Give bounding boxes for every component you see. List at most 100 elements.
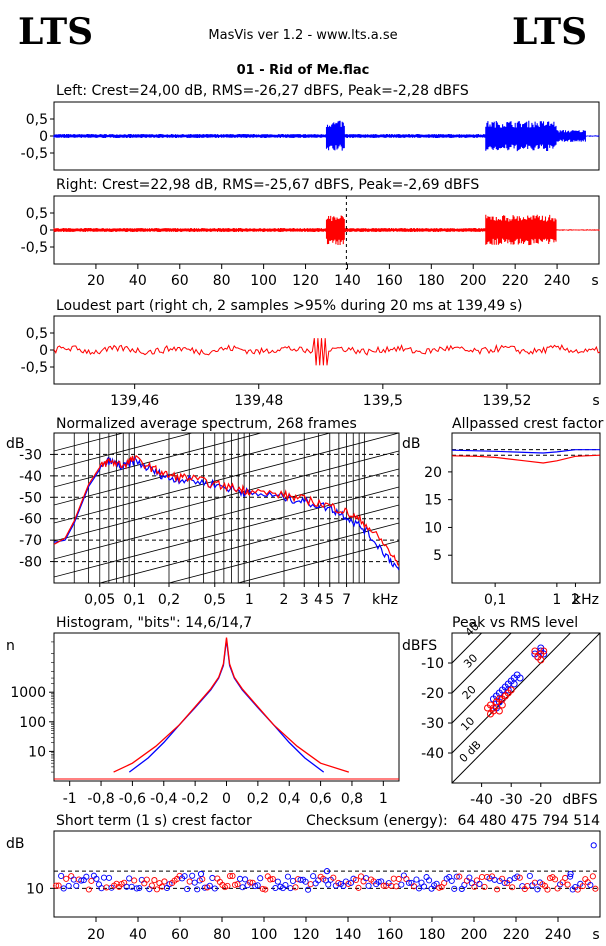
spectrum-slope-line — [98, 504, 399, 583]
short-crest-xtick-label: 220 — [503, 927, 530, 943]
short-crest-point — [400, 872, 407, 879]
right-waveform — [53, 214, 600, 246]
allpass-right-series — [451, 454, 601, 464]
short-crest-point — [292, 884, 299, 891]
short-crest-point — [269, 875, 276, 883]
spectrum-slope-line — [167, 522, 399, 583]
loudest-xtick-label: 139,52 — [482, 393, 531, 409]
peak-rms-diag-line — [452, 633, 483, 664]
short-crest-point — [161, 878, 168, 885]
short-crest-point — [93, 875, 100, 882]
peak-rms-right-point — [537, 656, 545, 664]
spectrum-ytick-label: -50 — [19, 490, 42, 506]
track-title: 01 - Rid of Me.flac — [237, 63, 370, 78]
short-crest-point — [151, 877, 158, 884]
short-crest-point — [393, 883, 400, 890]
short-crest-point — [153, 886, 160, 893]
short-crest-point — [378, 878, 385, 885]
short-crest-point — [133, 885, 140, 892]
logo-left: LTS — [18, 11, 93, 53]
peak-rms-left-point — [516, 674, 524, 682]
left-title: Left: Crest=24,00 dB, RMS=-26,27 dBFS, P… — [56, 83, 469, 99]
histogram-ytick-label: 10 — [28, 744, 46, 760]
histogram-ylabel: n — [6, 638, 15, 654]
right-xtick-label: 120 — [292, 273, 319, 289]
spectrum-xtick-label: 0,2 — [158, 592, 180, 608]
peak-rms-right-point — [501, 692, 509, 700]
short-crest-outlier — [567, 870, 574, 878]
short-crest-point — [58, 872, 65, 880]
histogram-xtick-label: -0,8 — [87, 791, 114, 807]
short-crest-point — [254, 882, 261, 889]
short-crest-point — [552, 876, 559, 883]
histogram-xtick-label: -0,4 — [150, 791, 177, 807]
short-crest-point — [136, 884, 143, 892]
short-crest-point — [239, 884, 246, 891]
short-crest-ylabel: dB — [6, 836, 25, 852]
loudest-xtick-label: 139,48 — [234, 393, 283, 409]
short-crest-point — [395, 875, 402, 883]
right-xtick-label: 100 — [250, 273, 277, 289]
allpass-ytick-label: 20 — [424, 465, 442, 481]
loudest-ytick-label: -0,5 — [21, 360, 48, 376]
short-crest-point — [526, 872, 533, 880]
left-waveform — [53, 120, 600, 152]
checksum-value: 64 480 475 794 514 — [457, 813, 600, 829]
short-crest-ytick-label: 10 — [26, 881, 44, 897]
short-crest-point — [310, 873, 317, 880]
peak-rms-left-point — [540, 650, 548, 658]
left-ytick-label: -0,5 — [21, 146, 48, 162]
spectrum-right-series — [54, 454, 399, 567]
short-crest-point — [242, 876, 249, 883]
short-crest-point — [274, 878, 281, 885]
short-crest-point — [365, 882, 372, 889]
short-crest-point — [380, 882, 387, 889]
right-xtick-label: 240 — [544, 273, 571, 289]
short-crest-point — [506, 877, 513, 884]
short-crest-point — [453, 873, 460, 880]
short-crest-point — [468, 880, 475, 887]
spectrum-xtick-label: 7 — [342, 592, 351, 608]
spectrum-xunit: kHz — [372, 592, 398, 608]
short-crest-point — [481, 883, 488, 890]
peak-rms-right-point — [492, 698, 500, 706]
short-crest-point — [390, 875, 397, 882]
short-crest-xtick-label: 140 — [335, 927, 362, 943]
short-crest-xunit: s — [592, 927, 599, 943]
peak-rms-diag-line — [452, 633, 542, 724]
short-crest-point — [237, 875, 244, 882]
short-crest-xtick-label: 100 — [251, 927, 278, 943]
short-crest-point — [63, 875, 70, 882]
short-crest-point — [567, 873, 574, 880]
peak-rms-ylabel: dBFS — [402, 638, 437, 654]
right-ytick-label: -0,5 — [21, 240, 48, 256]
peak-rms-right-point — [495, 707, 503, 715]
spectrum-slope-line — [54, 450, 399, 542]
short-crest-point — [100, 874, 108, 881]
short-crest-point — [574, 886, 581, 893]
short-crest-point — [181, 873, 188, 880]
peak-rms-left-point — [510, 680, 518, 688]
short-crest-point — [88, 877, 95, 884]
peak-rms-diag-line — [452, 633, 600, 783]
spectrum-xtick-label: 1 — [245, 592, 254, 608]
peak-rms-right-point — [507, 686, 515, 694]
short-crest-xtick-label: 40 — [129, 927, 147, 943]
spectrum-slope-line — [54, 433, 399, 524]
short-crest-point — [284, 873, 291, 880]
short-crest-point — [257, 875, 264, 882]
allpass-left-series — [451, 449, 600, 454]
loudest-title: Loudest part (right ch, 2 samples >95% d… — [56, 298, 522, 314]
short-crest-point — [191, 879, 198, 886]
spectrum-slope-line — [54, 325, 399, 415]
right-xtick-label: 200 — [460, 273, 487, 289]
short-crest-xtick-label: 240 — [545, 927, 572, 943]
short-crest-point — [403, 876, 410, 883]
short-crest-point — [65, 882, 72, 889]
right-xtick-label: 220 — [502, 273, 529, 289]
short-crest-point — [405, 879, 412, 886]
peak-rms-title: Peak vs RMS level — [452, 615, 578, 631]
peak-rms-diag-line — [452, 633, 512, 694]
short-crest-point — [103, 884, 110, 891]
